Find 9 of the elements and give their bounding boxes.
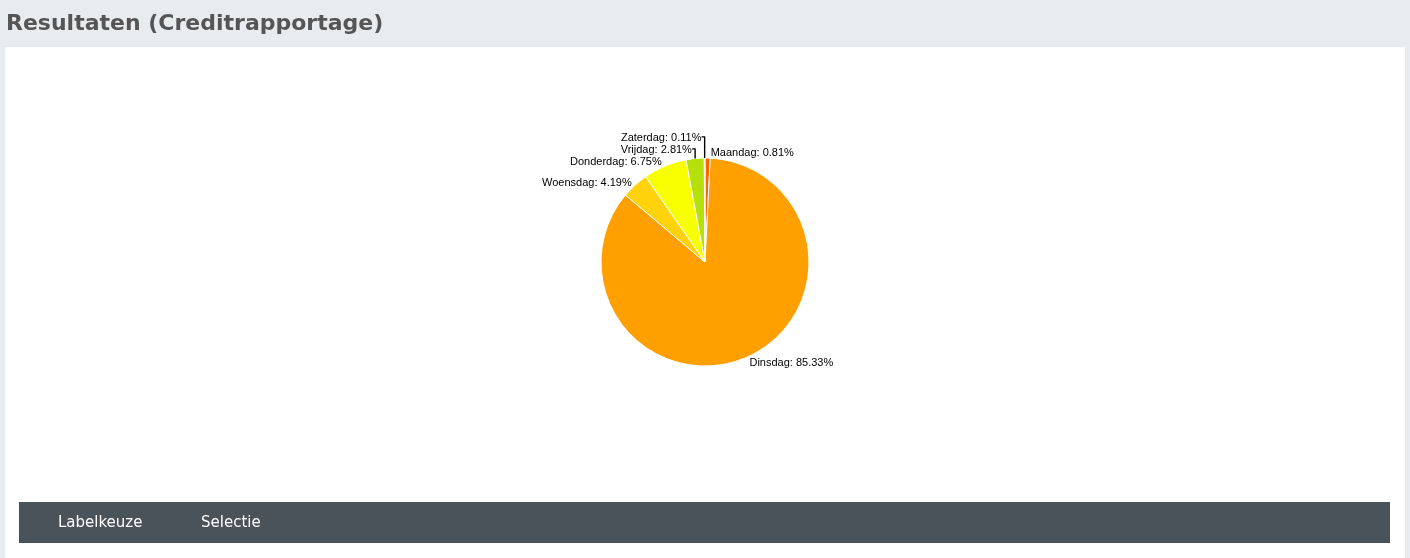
text: Labelkeuze: [58, 513, 143, 531]
slice-label: Dinsdag: 85.33%: [749, 356, 834, 369]
text: Selectie: [201, 513, 261, 531]
slice-label: Donderdag: 6.75%: [569, 154, 662, 167]
slice-label: Vrijdag: 2.81%: [620, 142, 693, 155]
slice-label: Woensdag: 4.19%: [542, 175, 632, 188]
slice-label: Maandag: 0.81%: [710, 146, 795, 159]
slice-label: Zaterdag: 0.11%: [620, 130, 702, 143]
text: Resultaten (Creditrapportage): [6, 9, 384, 35]
